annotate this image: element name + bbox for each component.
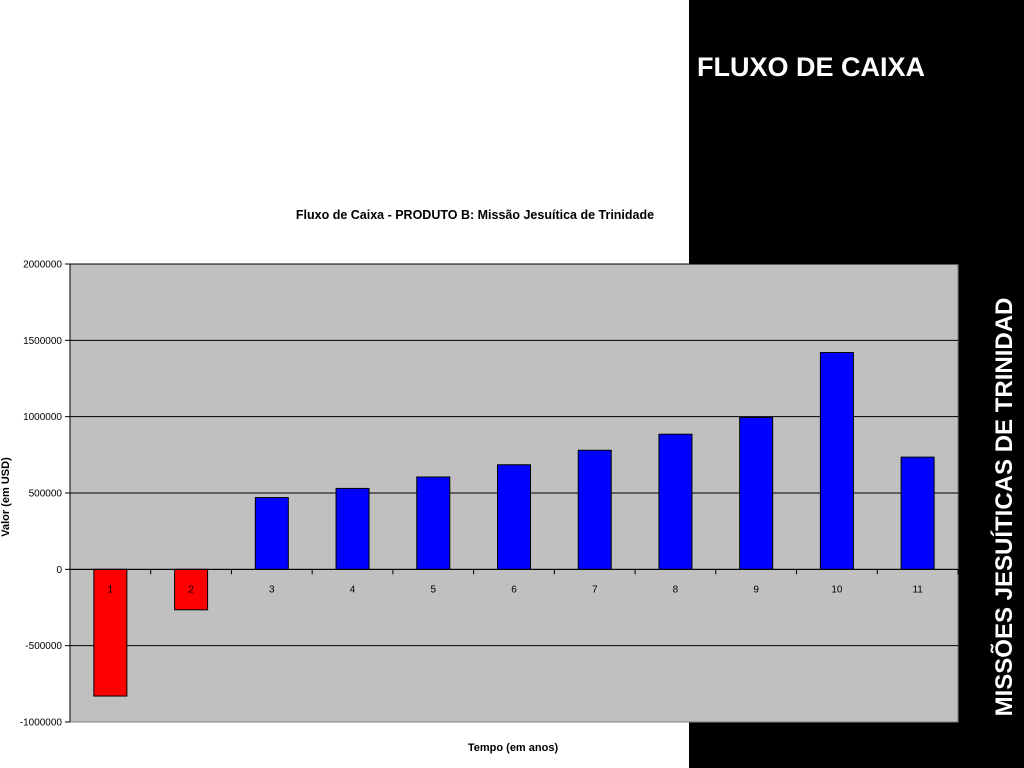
x-tick-label: 6 xyxy=(511,584,517,595)
y-tick-label: 500000 xyxy=(29,489,63,500)
x-tick-label: 3 xyxy=(269,584,275,595)
x-tick-label: 11 xyxy=(912,584,923,595)
x-tick-label: 4 xyxy=(350,584,356,595)
x-tick-labels: 1 2 3 4 5 6 7 8 9 10 11 xyxy=(108,584,924,595)
y-tick-labels: 2000000 1500000 1000000 500000 0 -500000 -1000… xyxy=(20,260,63,729)
bar-year-6 xyxy=(497,464,531,570)
x-tick-label: 5 xyxy=(430,584,436,595)
x-tick-label: 2 xyxy=(188,584,194,595)
x-tick-label: 10 xyxy=(831,584,843,595)
bar-year-8 xyxy=(658,433,693,570)
y-tick-label: -500000 xyxy=(25,641,62,652)
y-axis-title: Valor (em USD) xyxy=(0,457,12,537)
y-tick-label: 0 xyxy=(56,565,62,576)
bar-year-7 xyxy=(577,449,612,570)
y-tick-label: 1000000 xyxy=(23,412,62,423)
chart-title: Fluxo de Caixa - PRODUTO B: Missão Jesuí… xyxy=(296,208,654,222)
x-tick-label: 7 xyxy=(592,584,598,595)
x-tick-label: 1 xyxy=(108,584,114,595)
bar-year-9 xyxy=(739,416,774,570)
slide-title: FLUXO DE CAIXA xyxy=(697,52,926,82)
bar-year-10 xyxy=(819,352,854,570)
x-axis-title: Tempo (em anos) xyxy=(468,742,559,754)
x-tick-label: 9 xyxy=(753,584,759,595)
y-tick-label: 1500000 xyxy=(23,336,62,347)
bar-year-5 xyxy=(416,476,451,570)
axes xyxy=(65,263,959,723)
y-tick-label: 2000000 xyxy=(23,260,62,271)
bars xyxy=(93,352,935,697)
y-tick-label: -1000000 xyxy=(20,718,63,729)
bar-year-3 xyxy=(254,497,289,570)
bar-year-4 xyxy=(335,487,370,570)
bar-year-11 xyxy=(900,456,935,570)
x-tick-label: 8 xyxy=(673,584,679,595)
